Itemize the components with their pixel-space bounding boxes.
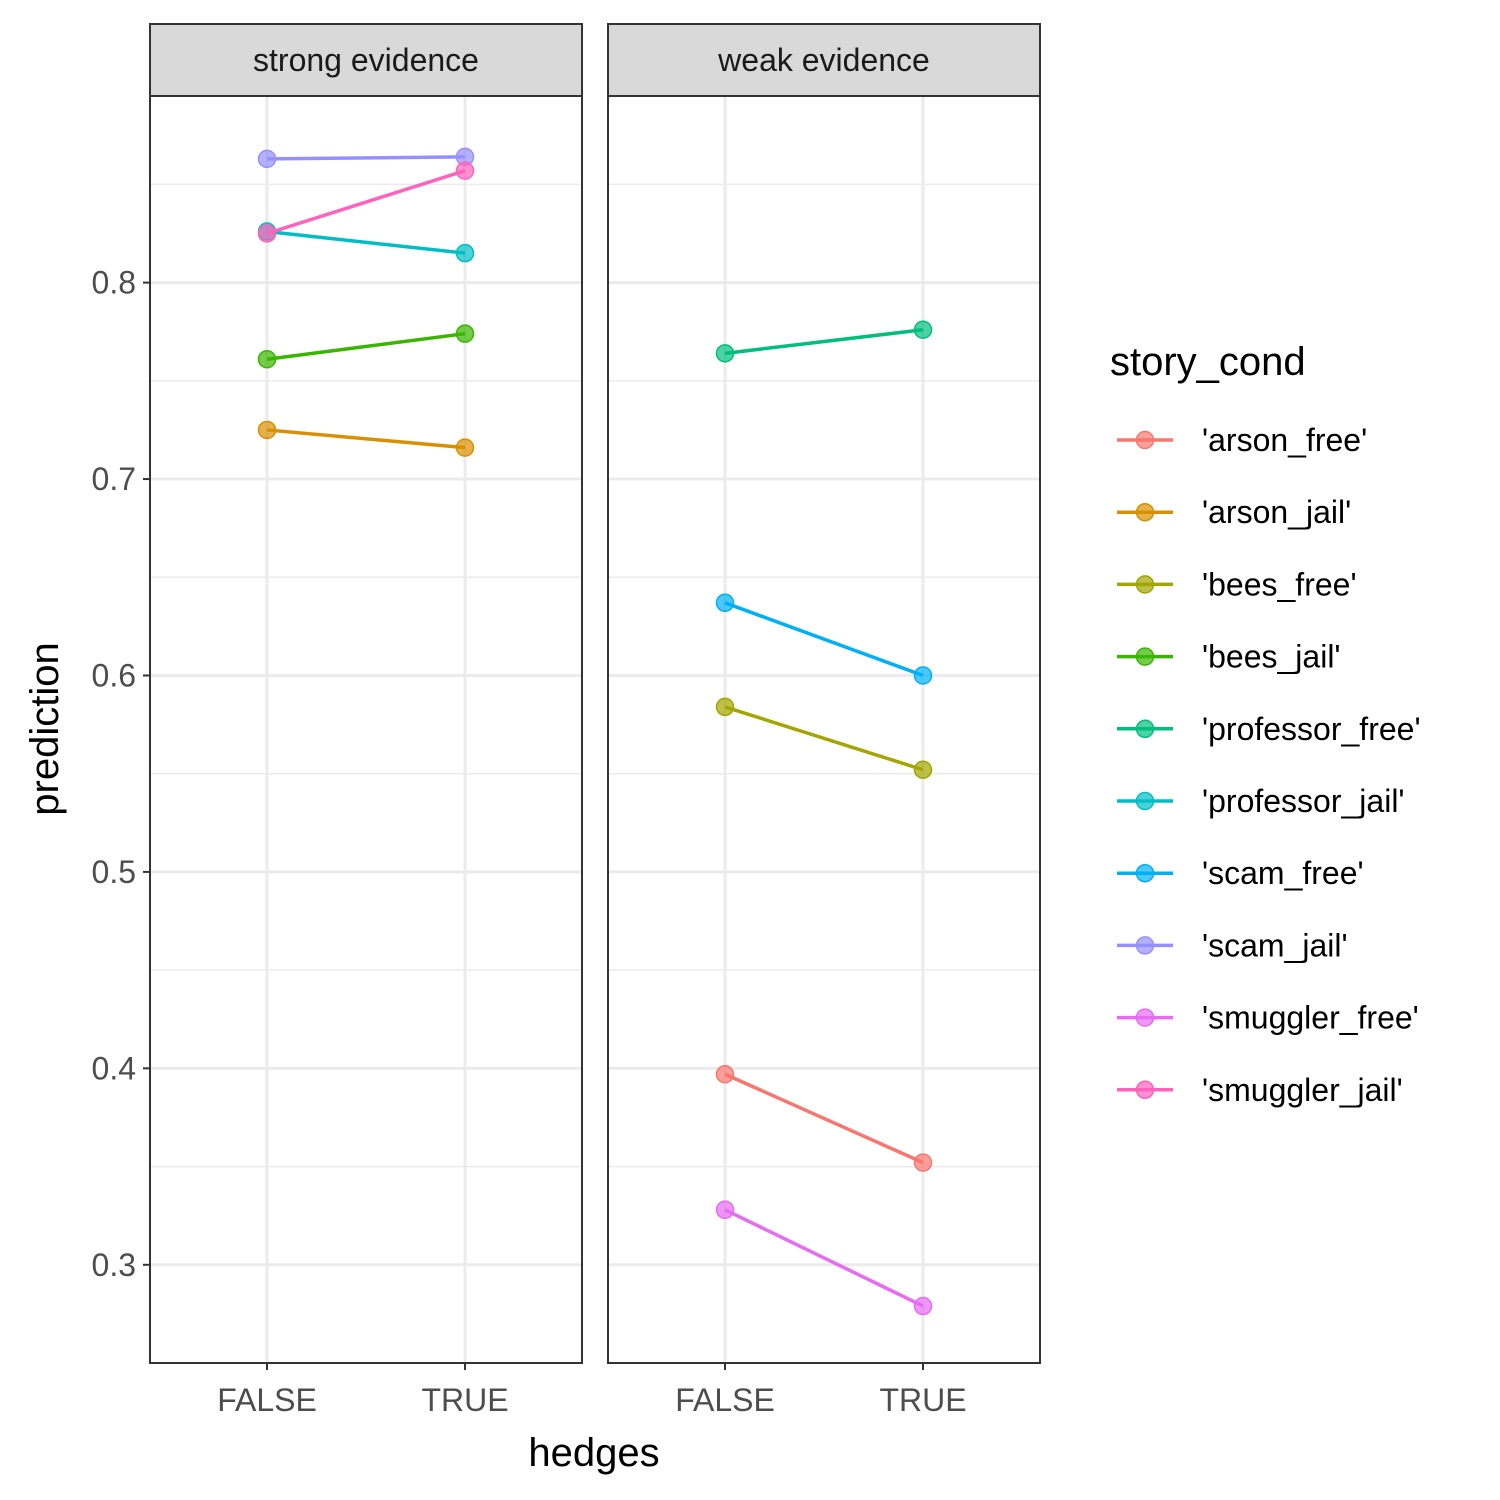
data-point <box>715 697 735 717</box>
data-point <box>455 324 475 343</box>
series-line <box>724 1208 924 1308</box>
series-scam-free <box>715 593 933 685</box>
series-line <box>724 705 924 772</box>
data-point <box>455 438 475 457</box>
y-tick-label: 0.7 <box>92 461 136 497</box>
legend-title: story_cond <box>1110 340 1306 384</box>
legend-label: 'professor_free' <box>1202 711 1421 747</box>
legend-label: 'smuggler_free' <box>1202 1000 1419 1036</box>
legend-item: 'professor_jail' <box>1117 783 1405 819</box>
data-point <box>455 243 475 263</box>
legend-label: 'bees_free' <box>1202 566 1357 602</box>
series-bees-jail <box>257 324 475 369</box>
series-line <box>724 328 924 356</box>
data-point <box>455 161 475 180</box>
facet-panel: weak evidence FALSE TRUE <box>607 23 1041 1418</box>
series-line <box>266 428 466 450</box>
legend: story_cond 'arson_free' 'arson_jail' 'bees… <box>1110 340 1421 1108</box>
legend-label: 'scam_free' <box>1202 855 1364 891</box>
facet-strip-label: strong evidence <box>253 42 479 78</box>
x-tick-label: FALSE <box>675 1382 775 1418</box>
y-axis-title: prediction <box>23 642 67 815</box>
data-point <box>257 349 277 369</box>
x-tick-label: FALSE <box>217 1382 317 1418</box>
legend-key-point <box>1135 791 1155 811</box>
facet-strip <box>607 23 1041 97</box>
facet-panel: strong evidence FALSE TRUE <box>149 23 583 1418</box>
y-tick-label: 0.6 <box>92 657 136 693</box>
legend-item: 'smuggler_jail' <box>1117 1072 1403 1108</box>
legend-item: 'arson_free' <box>1117 422 1367 458</box>
legend-item: 'scam_free' <box>1117 855 1364 891</box>
legend-label: 'bees_jail' <box>1202 639 1341 675</box>
series-line <box>266 155 466 161</box>
series-smuggler-jail <box>257 161 475 243</box>
data-point <box>913 1296 933 1316</box>
y-tick-label: 0.5 <box>92 854 136 890</box>
data-point <box>913 760 933 780</box>
series-arson-jail <box>257 420 475 457</box>
legend-label: 'arson_free' <box>1202 422 1367 458</box>
series-line <box>266 331 466 361</box>
data-point <box>715 1064 735 1084</box>
data-point <box>715 344 735 363</box>
series-smuggler-free <box>715 1200 933 1316</box>
data-point <box>257 149 277 169</box>
x-axis-title: hedges <box>528 1431 659 1475</box>
legend-key-point <box>1135 575 1155 594</box>
legend-item: 'arson_jail' <box>1117 494 1351 530</box>
x-tick-label: TRUE <box>421 1382 508 1418</box>
legend-key-point <box>1135 1008 1155 1027</box>
legend-label: 'professor_jail' <box>1202 783 1405 819</box>
data-point <box>913 666 933 685</box>
data-point <box>715 593 735 613</box>
x-tick-label: TRUE <box>879 1382 966 1418</box>
legend-key-point <box>1135 502 1155 522</box>
panel-background <box>150 96 582 1363</box>
data-point <box>257 420 277 440</box>
series-line <box>266 168 466 236</box>
legend-label: 'arson_jail' <box>1202 494 1351 530</box>
series-scam-jail <box>257 147 475 169</box>
panels-layer: 0.3 0.4 0.5 0.6 0.7 0.8 strong evidence FALSE TR… <box>92 23 1041 1418</box>
series-line <box>724 1072 924 1165</box>
series-line <box>724 601 924 678</box>
legend-label: 'scam_jail' <box>1202 927 1348 963</box>
y-tick-label: 0.4 <box>92 1050 136 1086</box>
legend-item: 'bees_jail' <box>1117 639 1341 675</box>
legend-key-point <box>1135 647 1155 666</box>
data-point <box>257 224 277 243</box>
y-tick-label: 0.3 <box>92 1247 136 1283</box>
data-point <box>913 320 933 340</box>
data-point <box>913 1153 933 1172</box>
series-professor-free <box>715 320 933 363</box>
legend-key-point <box>1135 936 1155 955</box>
legend-key-point <box>1135 719 1155 739</box>
legend-key-point <box>1135 863 1155 883</box>
panel-background <box>608 96 1040 1363</box>
legend-item: 'professor_free' <box>1117 711 1421 747</box>
y-tick-label: 0.8 <box>92 265 136 301</box>
legend-key-point <box>1135 430 1155 450</box>
data-point <box>715 1200 735 1220</box>
facet-strip-label: weak evidence <box>717 42 930 78</box>
series-line <box>266 229 466 255</box>
legend-item: 'smuggler_free' <box>1117 1000 1419 1036</box>
legend-label: 'smuggler_jail' <box>1202 1072 1403 1108</box>
facet-strip <box>149 23 583 97</box>
legend-item: 'bees_free' <box>1117 566 1357 602</box>
series-arson-free <box>715 1064 933 1172</box>
legend-key-point <box>1135 1080 1155 1100</box>
legend-item: 'scam_jail' <box>1117 927 1348 963</box>
series-bees-free <box>715 697 933 780</box>
